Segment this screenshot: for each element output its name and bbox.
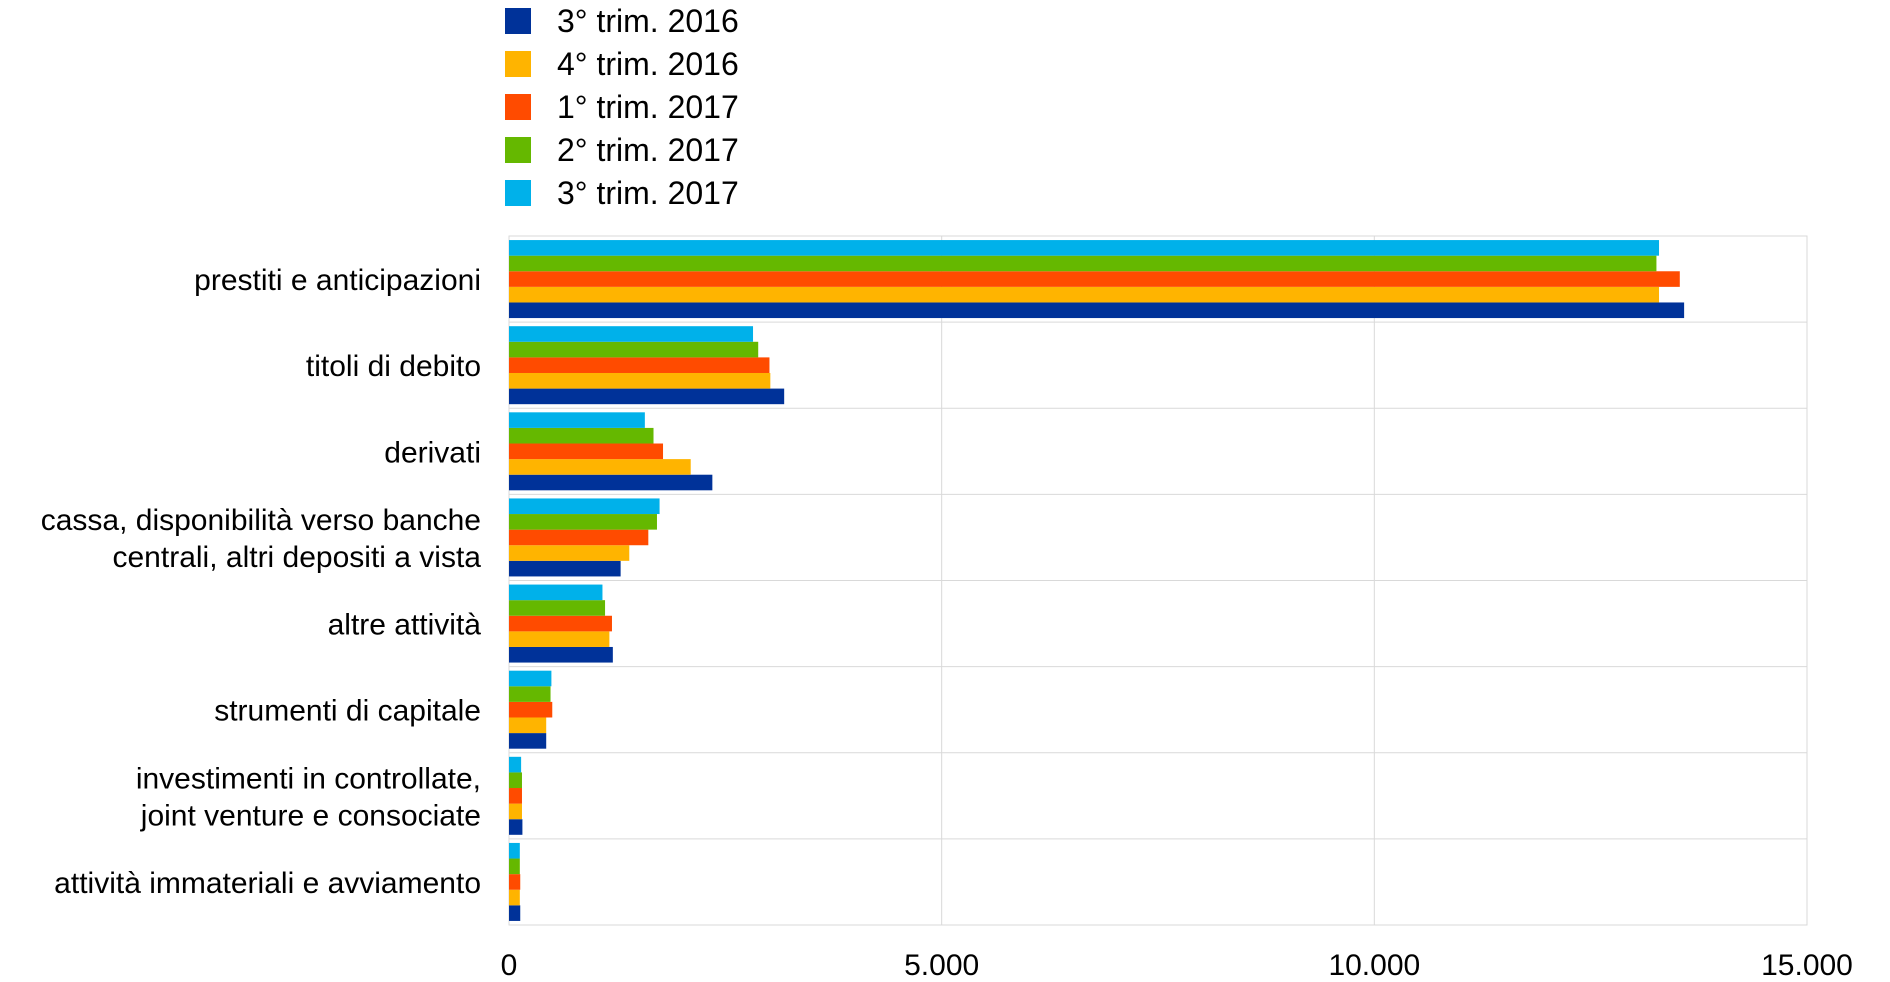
bar xyxy=(509,615,612,632)
bar xyxy=(509,514,657,530)
category-label: strumenti di capitale xyxy=(214,695,481,728)
bar xyxy=(509,842,520,859)
bar xyxy=(509,717,547,734)
bar xyxy=(509,474,713,491)
legend-label: 3° trim. 2017 xyxy=(557,175,739,211)
bar xyxy=(509,858,520,875)
bar xyxy=(509,670,552,687)
bar xyxy=(509,443,664,460)
bar xyxy=(509,646,613,663)
x-tick-label: 15.000 xyxy=(1761,949,1853,982)
legend-label: 2° trim. 2017 xyxy=(557,132,739,168)
bar xyxy=(509,584,603,601)
bar xyxy=(509,388,785,405)
bar xyxy=(509,341,759,358)
bar xyxy=(509,326,754,342)
bar xyxy=(509,631,610,647)
bar xyxy=(509,286,1660,303)
category-label: altre attività xyxy=(328,609,482,642)
bar xyxy=(509,240,1660,256)
bar xyxy=(509,529,649,546)
category-label: joint venture e consociate xyxy=(140,799,481,832)
legend-label: 4° trim. 2016 xyxy=(557,46,739,82)
legend-swatch xyxy=(505,8,531,34)
bar xyxy=(509,560,621,577)
x-tick-label: 10.000 xyxy=(1328,949,1420,982)
bar xyxy=(509,302,1685,319)
legend-label: 1° trim. 2017 xyxy=(557,89,739,125)
category-label: derivati xyxy=(384,436,481,469)
bar xyxy=(509,498,660,515)
bar xyxy=(509,271,1680,287)
x-tick-label: 0 xyxy=(501,949,518,982)
category-label: centrali, altri depositi a vista xyxy=(113,541,482,574)
legend-swatch xyxy=(505,51,531,77)
bar xyxy=(509,600,606,616)
category-label: investimenti in controllate, xyxy=(136,762,481,795)
bar xyxy=(509,459,691,475)
bar xyxy=(509,772,522,789)
bar xyxy=(509,372,771,389)
bar xyxy=(509,788,522,804)
legend-swatch xyxy=(505,94,531,120)
bar xyxy=(509,701,553,718)
legend-swatch xyxy=(505,137,531,163)
bar xyxy=(509,686,551,702)
bar xyxy=(509,545,630,561)
x-tick-label: 5.000 xyxy=(904,949,979,982)
bar xyxy=(509,819,523,835)
category-label: attività immateriali e avviamento xyxy=(54,867,481,900)
bar xyxy=(509,733,547,749)
category-label: titoli di debito xyxy=(306,350,481,383)
bar xyxy=(509,427,654,444)
bar xyxy=(509,874,521,890)
bar xyxy=(509,889,520,906)
bar xyxy=(509,803,522,820)
bar xyxy=(509,357,770,373)
legend-label: 3° trim. 2016 xyxy=(557,3,739,39)
bar xyxy=(509,905,521,921)
category-label: prestiti e anticipazioni xyxy=(194,264,481,297)
category-label: cassa, disponibilità verso banche xyxy=(41,504,481,537)
bar xyxy=(509,412,645,428)
bar xyxy=(509,255,1657,272)
bar xyxy=(509,756,522,773)
legend-swatch xyxy=(505,180,531,206)
